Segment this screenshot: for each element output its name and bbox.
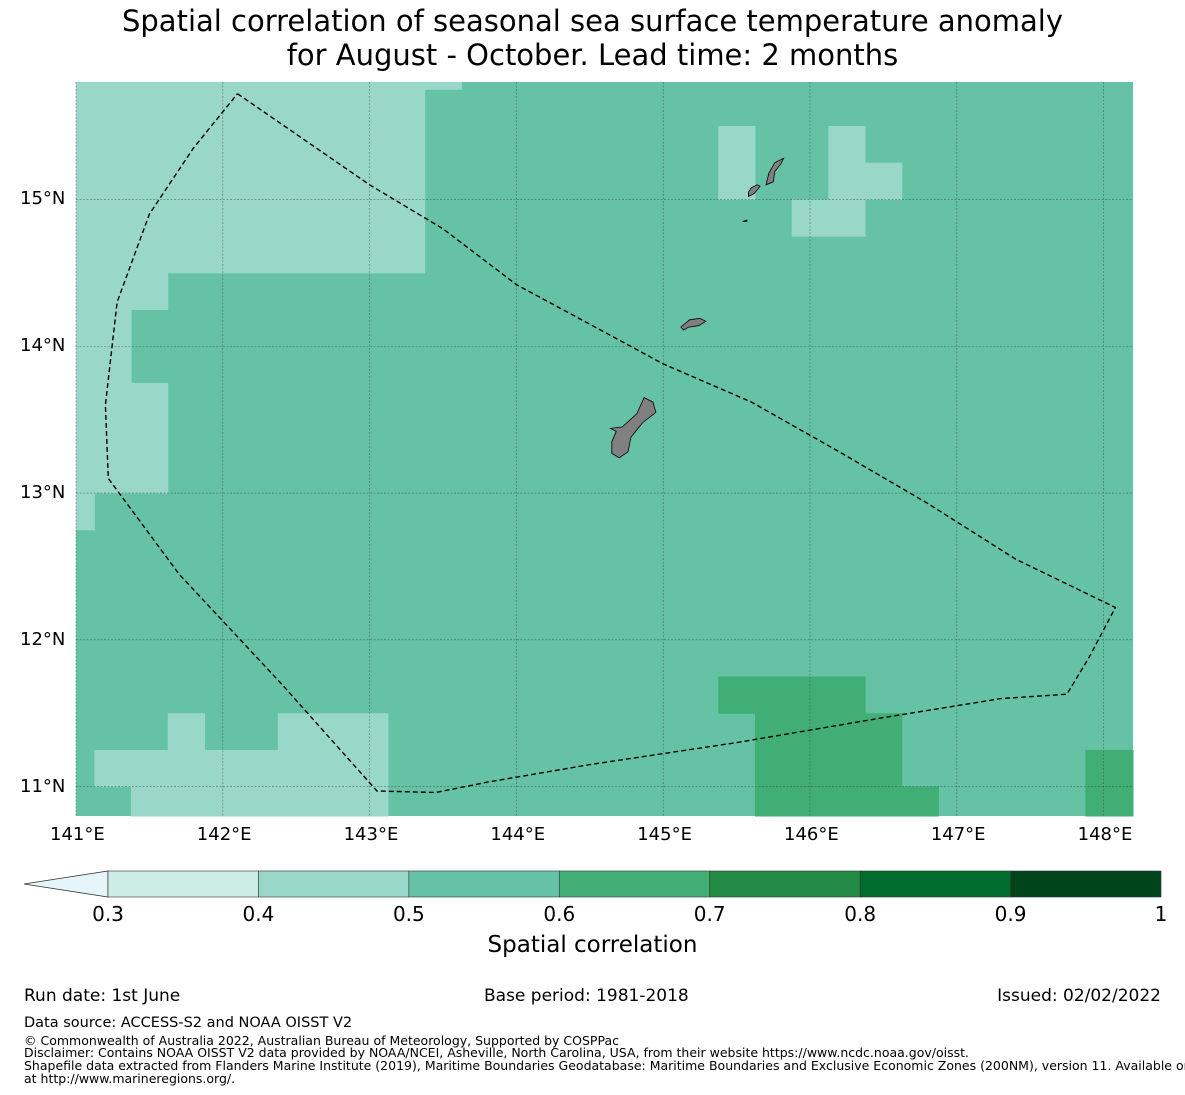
lon-tick-label: 142°E xyxy=(196,824,252,845)
correlation-cell xyxy=(791,199,866,237)
issued-date: Issued: 02/02/2022 xyxy=(997,986,1161,1006)
island-tinian xyxy=(748,184,761,198)
correlation-cells xyxy=(76,82,1134,817)
colorbar-label: Spatial correlation xyxy=(487,932,698,958)
colorbar-tick: 1 xyxy=(1154,902,1168,926)
lat-tick-label: 12°N xyxy=(20,628,66,650)
correlation-cell xyxy=(424,82,462,90)
correlation-cell xyxy=(865,162,903,200)
lat-tick-label: 15°N xyxy=(20,188,66,210)
eez-boundary-line xyxy=(104,93,1117,794)
colorbar-bin xyxy=(107,870,259,898)
island-aguijan xyxy=(742,219,748,222)
copyright: © Commonwealth of Australia 2022, Austra… xyxy=(24,1033,619,1048)
colorbar-bin xyxy=(558,870,711,898)
shapefile-credit-line-1: Shapefile data extracted from Flanders M… xyxy=(24,1058,1185,1073)
lon-tick-label: 143°E xyxy=(343,824,399,845)
correlation-cell xyxy=(718,126,756,200)
correlation-cell xyxy=(204,749,279,788)
colorbar-tick: 0.9 xyxy=(994,902,1027,926)
shapefile-credit-line-2: at http://www.marineregions.org/. xyxy=(24,1071,236,1086)
base-period: Base period: 1981-2018 xyxy=(484,986,689,1006)
lon-tick-label: 147°E xyxy=(930,824,986,845)
correlation-cell xyxy=(718,676,866,714)
colorbar-bin xyxy=(258,870,410,898)
title-line-1: Spatial correlation of seasonal sea surf… xyxy=(121,4,1064,38)
run-date: Run date: 1st June xyxy=(24,986,181,1006)
colorbar-tick: 0.8 xyxy=(844,902,877,926)
lon-tick-label: 145°E xyxy=(637,824,692,845)
lat-tick-label: 13°N xyxy=(20,482,66,504)
colorbar-tick: 0.7 xyxy=(693,902,726,926)
lon-tick-label: 144°E xyxy=(490,824,546,845)
correlation-cell xyxy=(754,713,903,788)
colorbar xyxy=(23,870,1162,898)
colorbar-tick: 0.6 xyxy=(543,902,576,926)
islands xyxy=(609,157,785,459)
chart-title: Spatial correlation of seasonal sea surf… xyxy=(0,4,1185,72)
correlation-cell xyxy=(94,749,169,788)
correlation-cell xyxy=(76,82,426,274)
lat-tick-label: 11°N xyxy=(20,775,66,797)
island-rota xyxy=(680,317,707,331)
island-saipan xyxy=(765,157,785,186)
colorbar-tick: 0.5 xyxy=(392,902,425,926)
lon-tick-label: 148°E xyxy=(1077,824,1133,845)
colorbar-bin xyxy=(408,870,560,898)
island-guam xyxy=(609,397,657,459)
correlation-cell xyxy=(76,382,169,494)
colorbar-tick: 0.3 xyxy=(92,902,124,926)
correlation-map xyxy=(75,82,1134,817)
colorbar-tick: 0.4 xyxy=(242,902,275,926)
lon-tick-label: 146°E xyxy=(784,824,839,845)
correlation-cell xyxy=(76,493,95,531)
disclaimer: Disclaimer: Contains NOAA OISST V2 data … xyxy=(24,1045,969,1060)
data-source: Data source: ACCESS-S2 and NOAA OISST V2 xyxy=(24,1015,353,1031)
eez-boundary xyxy=(104,93,1117,794)
lon-tick-label: 141°E xyxy=(50,824,105,845)
graticule xyxy=(75,82,1133,816)
colorbar-extend-arrow xyxy=(23,870,109,898)
colorbar-bin xyxy=(709,870,861,898)
lat-tick-label: 14°N xyxy=(20,335,66,357)
correlation-cell xyxy=(277,713,389,788)
title-line-2: for August - October. Lead time: 2 month… xyxy=(286,38,899,72)
correlation-cell xyxy=(828,126,866,200)
correlation-cell xyxy=(1085,749,1134,817)
correlation-cell xyxy=(76,272,169,311)
correlation-cell xyxy=(167,713,205,788)
correlation-cell xyxy=(131,786,389,817)
correlation-cell xyxy=(754,786,939,817)
colorbar-bin xyxy=(1010,870,1162,898)
colorbar-bin xyxy=(859,870,1011,898)
